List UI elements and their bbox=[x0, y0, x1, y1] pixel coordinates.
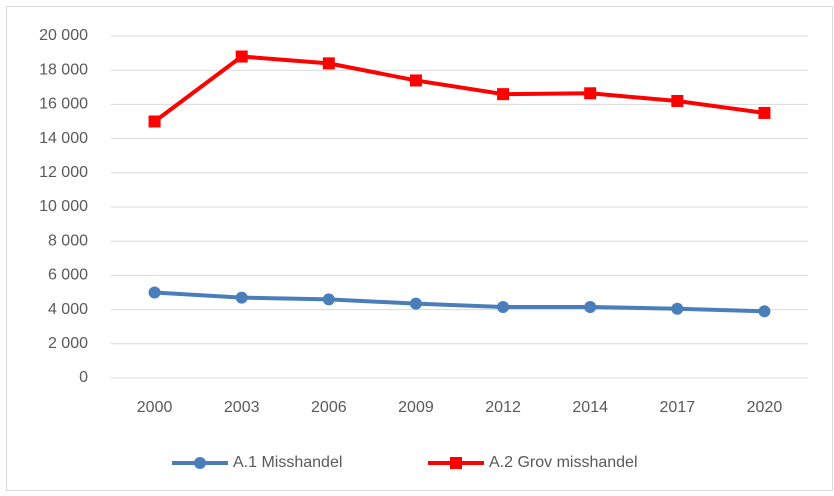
y-tick-label: 10 000 bbox=[39, 198, 88, 215]
data-point bbox=[409, 74, 422, 87]
data-point bbox=[148, 115, 161, 128]
data-point bbox=[322, 57, 335, 70]
data-point bbox=[671, 302, 684, 315]
x-tick-label: 2003 bbox=[224, 399, 260, 416]
data-point bbox=[235, 291, 248, 304]
data-point bbox=[671, 94, 684, 107]
series-line bbox=[153, 54, 765, 124]
x-tick-label: 2020 bbox=[747, 399, 783, 416]
x-tick-label: 2014 bbox=[572, 399, 608, 416]
y-tick-label: 4 000 bbox=[48, 301, 88, 318]
y-tick-label: 12 000 bbox=[39, 164, 88, 181]
data-point bbox=[758, 106, 771, 119]
data-point bbox=[758, 305, 771, 318]
legend-label: A.1 Misshandel bbox=[233, 454, 342, 471]
legend-marker bbox=[450, 457, 462, 469]
legend-label: A.2 Grov misshandel bbox=[489, 454, 638, 471]
y-tick-label: 16 000 bbox=[39, 96, 88, 113]
y-tick-label: 14 000 bbox=[39, 130, 88, 147]
series-line bbox=[154, 290, 765, 314]
data-point bbox=[497, 88, 510, 101]
x-tick-label: 2009 bbox=[398, 399, 434, 416]
y-tick-label: 2 000 bbox=[48, 335, 88, 352]
x-tick-label: 2000 bbox=[137, 399, 173, 416]
chart-frame bbox=[6, 6, 833, 491]
y-tick-label: 6 000 bbox=[48, 267, 88, 284]
y-tick-label: 8 000 bbox=[48, 232, 88, 249]
data-point bbox=[322, 293, 335, 306]
data-point bbox=[148, 286, 161, 299]
data-point bbox=[235, 50, 248, 63]
y-tick-label: 20 000 bbox=[39, 27, 88, 44]
x-tick-label: 2017 bbox=[660, 399, 696, 416]
x-tick-label: 2006 bbox=[311, 399, 347, 416]
legend-marker bbox=[194, 457, 206, 469]
y-tick-label: 0 bbox=[79, 369, 88, 386]
x-tick-label: 2012 bbox=[485, 399, 521, 416]
data-point bbox=[497, 301, 510, 314]
data-point bbox=[584, 301, 597, 314]
data-point bbox=[409, 297, 422, 310]
y-tick-label: 18 000 bbox=[39, 61, 88, 78]
data-point bbox=[584, 87, 597, 100]
